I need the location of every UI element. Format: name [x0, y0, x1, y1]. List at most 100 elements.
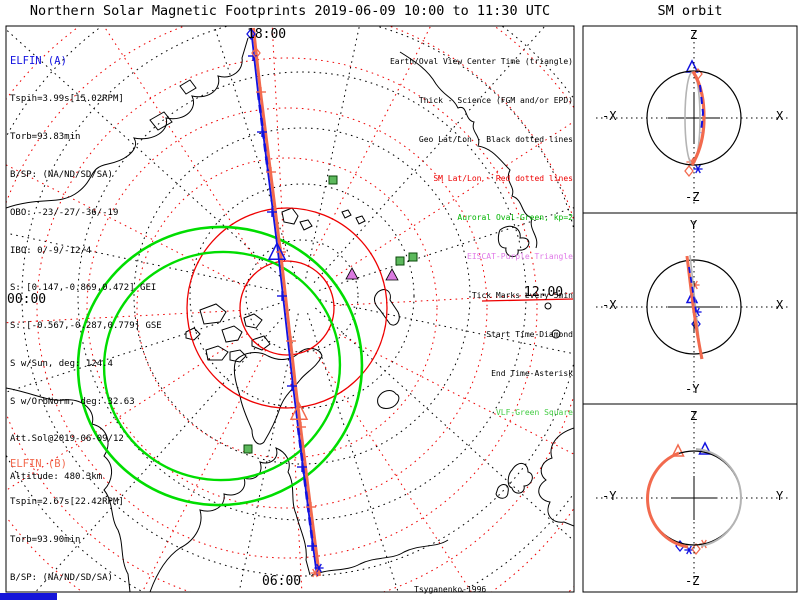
- coast-europe-right: [538, 427, 574, 527]
- elfin-a-line: OBO: -23/-27/-36/-19: [10, 207, 119, 218]
- vlf-squares: [243, 175, 418, 454]
- coast-novaya-zemlya: [373, 289, 400, 326]
- elfin-b-line: Tspin=2.67s[22.42RPM]: [10, 497, 124, 508]
- coast-uk: [495, 463, 533, 499]
- dial-label-12: 12:00: [524, 285, 564, 300]
- coast-arctic-archipelago: [185, 303, 271, 363]
- panel-border: [582, 403, 798, 593]
- vlf-square-icon: [328, 175, 338, 185]
- lake: [551, 329, 561, 339]
- page-title: Northern Solar Magnetic Footprints 2019-…: [29, 3, 551, 19]
- axis-label: Z: [690, 28, 698, 42]
- auroral-oval-poleward: [102, 250, 342, 482]
- coast-islands-nw: [149, 79, 197, 131]
- coast-bottom: [311, 539, 449, 576]
- sm-orbit-panels: [582, 25, 798, 593]
- coast-north-america-west: [6, 387, 131, 592]
- coast-white-sea: [497, 225, 530, 257]
- elfin-a-header: ELFIN (A): [10, 55, 67, 68]
- sm-lat-circle-80: [239, 260, 335, 356]
- sm-orbit-title: SM orbit: [657, 3, 723, 19]
- orbit-near-side: [646, 451, 689, 549]
- elfin-a-line: Att.Sol@2019-06-09/12: [10, 434, 124, 445]
- vlf-square-icon: [395, 256, 405, 266]
- elfin-b-line: Torb=93.90min: [10, 535, 81, 546]
- elfin-a-line: IBO: 0/-9/-12/4: [10, 245, 92, 256]
- orbit-tracks: [250, 27, 321, 577]
- elfin-a-block: ELFIN (A) Tspin=3.99s[15.02RPM] Torb=93.…: [10, 29, 162, 509]
- auroral-oval: [76, 225, 364, 507]
- earth-circle: [646, 259, 742, 355]
- axis-label: Z: [690, 409, 698, 423]
- legend-item: Tick Marks every 5min: [471, 291, 573, 300]
- model-label: Tsyganenko-1996: [414, 585, 487, 594]
- legend-item: Earth/Oval View Center Time (triangle): [389, 57, 573, 66]
- axis-label: -Y: [602, 489, 617, 503]
- orbit-science-dashed: [688, 266, 698, 318]
- orbit-far-side: [695, 448, 742, 547]
- elfin-a-line: S: [-0.567,-0.287,0.779] GSE: [10, 321, 162, 332]
- sm-grid: [6, 26, 574, 592]
- map-legend: Earth/Oval View Center Time (triangle) T…: [313, 29, 573, 445]
- coast-iceland: [377, 390, 400, 409]
- eiscat-triangle-icon: [345, 267, 359, 280]
- vlf-square-icon: [408, 252, 418, 262]
- vlf-square-icon: [243, 444, 253, 454]
- sm-lat-circle-70: [186, 207, 388, 409]
- elfin-a-line: S: [0.147,-0.869,0.472] GEI: [10, 283, 157, 294]
- axis-label: -X: [602, 298, 617, 312]
- sm-noon-meridian-solid: [481, 298, 574, 302]
- map-panel: [0, 25, 712, 600]
- orbit-near-side: [690, 70, 706, 166]
- elfin-a-line: S w/OrbNorm, deg: 32.63: [10, 396, 135, 407]
- elfin-a-line: Tspin=3.99s[15.02RPM]: [10, 94, 124, 105]
- eiscat-triangles: [345, 267, 399, 281]
- axis-label: -Y: [685, 382, 700, 396]
- elfin-a-line: B/SP: (NA/ND/SD/SA): [10, 169, 113, 180]
- legend-item: Auroral Oval-Green, kp=2: [457, 213, 573, 222]
- lake: [544, 302, 552, 310]
- map-border: [5, 25, 575, 593]
- elfin-a-line: S w/Sun, deg: 124.4: [10, 358, 113, 369]
- legend-item: Start Time-Diamond: [486, 330, 573, 339]
- footer: Tsyganenko-1996 Created: Wed Jan 25 10:0…: [414, 556, 573, 600]
- axis-label: -X: [602, 109, 617, 123]
- elfin-a-line: Altitude: 480.3km: [10, 472, 103, 483]
- axis-label: -Z: [685, 574, 700, 588]
- dial-label-00: 00:00: [7, 292, 47, 307]
- elfin-b-block: ELFIN (B) Tspin=2.67s[22.42RPM] Torb=93.…: [10, 432, 156, 600]
- axis-label: -Z: [685, 190, 700, 204]
- coast-greenland: [233, 348, 323, 445]
- orbit-panel-yz: [582, 403, 798, 593]
- coast-scandinavia: [399, 51, 538, 249]
- orbit-science-dashed: [699, 84, 705, 134]
- coast-siberia: [6, 37, 249, 209]
- legend-item: Thick - Science (FGM and/or EPD): [418, 96, 573, 105]
- blue-bar: [0, 593, 57, 600]
- dial-label-18: 18:00: [247, 27, 287, 42]
- coast-franz-josef: [341, 209, 366, 225]
- orbit-near-side: [685, 255, 704, 360]
- elfin-b-line: B/SP: (NA/ND/SD/SA): [10, 572, 113, 583]
- axis-label: X: [776, 109, 784, 123]
- legend-item: EISCAT-Purple Triangle: [467, 252, 573, 261]
- axis-label: Y: [776, 489, 784, 503]
- elfin-b-header: ELFIN (B): [10, 458, 67, 471]
- legend-item: VLF-Green Square: [495, 408, 573, 417]
- legend-item: SM Lat/Lon - Red dotted lines: [433, 174, 573, 183]
- orbit-panel-xz: [582, 25, 798, 214]
- legend-item: Geo Lat/Lon - Black dotted lines: [418, 135, 573, 144]
- axis-label: X: [776, 298, 784, 312]
- axis-label: Y: [690, 218, 698, 232]
- eiscat-triangle-icon: [385, 268, 399, 281]
- orbit-panel-xy: [582, 212, 798, 405]
- coast-svalbard: [281, 207, 313, 231]
- legend-item: End Time-Asterisk: [491, 369, 573, 378]
- geo-grid: [6, 26, 574, 592]
- dial-label-06: 06:00: [262, 574, 302, 589]
- sm-lat-solid-circles: [186, 207, 574, 409]
- auroral-oval-equatorward: [76, 225, 364, 507]
- elfin-a-line: Torb=93.83min: [10, 132, 81, 143]
